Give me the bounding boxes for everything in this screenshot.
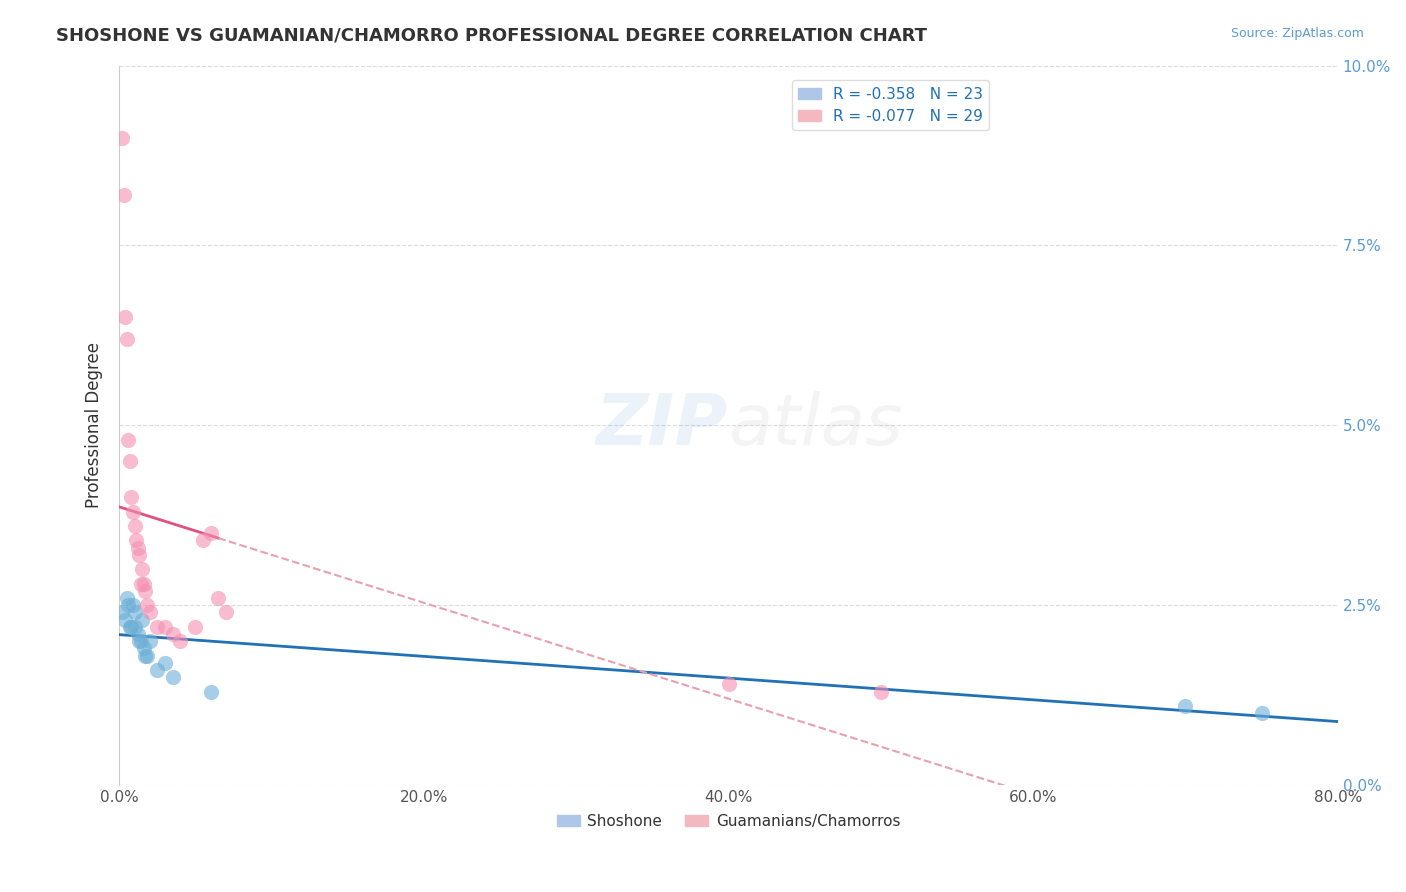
- Point: [112, 188, 135, 202]
- Point: [135, 648, 157, 663]
- Point: [869, 684, 891, 698]
- Point: [215, 606, 238, 620]
- Point: [124, 620, 146, 634]
- Point: [162, 670, 184, 684]
- Point: [169, 634, 191, 648]
- Point: [153, 620, 176, 634]
- Point: [124, 606, 146, 620]
- Point: [138, 634, 160, 648]
- Text: atlas: atlas: [728, 391, 903, 460]
- Point: [122, 598, 145, 612]
- Point: [132, 641, 155, 656]
- Point: [1174, 698, 1197, 713]
- Point: [146, 663, 169, 677]
- Point: [131, 562, 153, 576]
- Point: [115, 591, 138, 605]
- Point: [146, 620, 169, 634]
- Point: [131, 613, 153, 627]
- Point: [191, 533, 214, 548]
- Point: [128, 548, 150, 562]
- Text: SHOSHONE VS GUAMANIAN/CHAMORRO PROFESSIONAL DEGREE CORRELATION CHART: SHOSHONE VS GUAMANIAN/CHAMORRO PROFESSIO…: [56, 27, 927, 45]
- Point: [207, 591, 229, 605]
- Legend: Shoshone, Guamanians/Chamorros: Shoshone, Guamanians/Chamorros: [551, 808, 907, 835]
- Point: [200, 684, 222, 698]
- Point: [118, 620, 141, 634]
- Point: [111, 130, 134, 145]
- Point: [125, 533, 148, 548]
- Point: [1250, 706, 1272, 720]
- Point: [129, 576, 152, 591]
- Point: [138, 606, 160, 620]
- Point: [153, 656, 176, 670]
- Point: [134, 583, 156, 598]
- Point: [114, 613, 136, 627]
- Point: [120, 491, 142, 505]
- Point: [124, 519, 146, 533]
- Point: [162, 627, 184, 641]
- Point: [717, 677, 740, 691]
- Point: [135, 598, 157, 612]
- Y-axis label: Professional Degree: Professional Degree: [86, 343, 103, 508]
- Point: [127, 627, 149, 641]
- Point: [132, 576, 155, 591]
- Point: [117, 598, 139, 612]
- Point: [122, 505, 145, 519]
- Point: [184, 620, 207, 634]
- Point: [128, 634, 150, 648]
- Point: [117, 433, 139, 447]
- Point: [114, 310, 136, 325]
- Point: [111, 606, 134, 620]
- Text: ZIP: ZIP: [596, 391, 728, 460]
- Point: [115, 332, 138, 346]
- Point: [127, 541, 149, 555]
- Point: [118, 454, 141, 468]
- Point: [200, 526, 222, 541]
- Point: [129, 634, 152, 648]
- Point: [120, 620, 142, 634]
- Point: [134, 648, 156, 663]
- Text: Source: ZipAtlas.com: Source: ZipAtlas.com: [1230, 27, 1364, 40]
